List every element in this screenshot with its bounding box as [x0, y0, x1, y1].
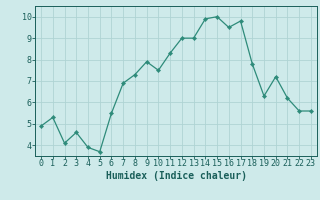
X-axis label: Humidex (Indice chaleur): Humidex (Indice chaleur) — [106, 171, 246, 181]
